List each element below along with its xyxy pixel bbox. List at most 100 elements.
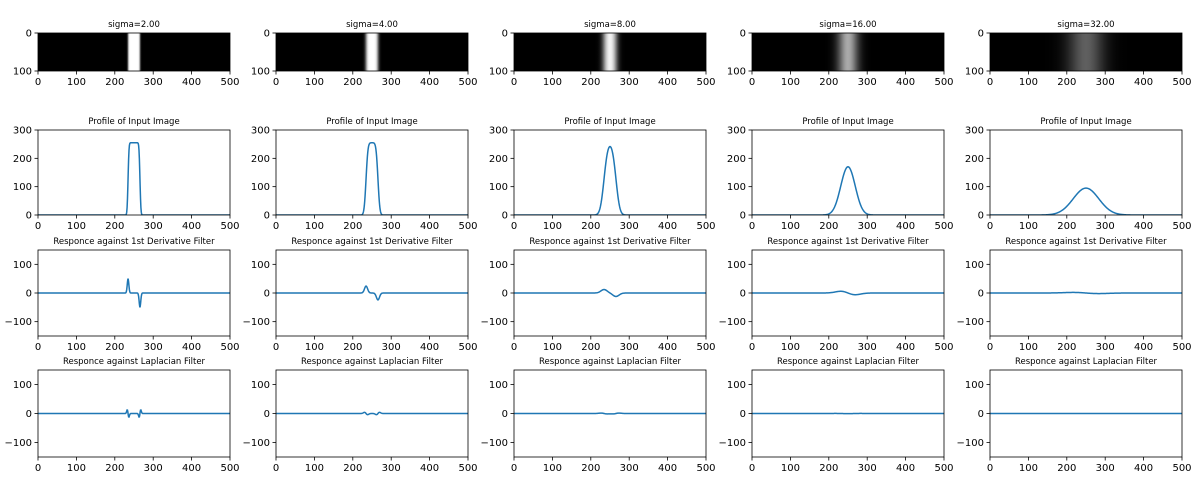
x-tick-label: 400 xyxy=(420,342,439,353)
y-tick-label: 100 xyxy=(251,260,270,271)
x-tick-label: 400 xyxy=(182,463,201,474)
x-tick-label: 200 xyxy=(1057,463,1076,474)
x-tick-label: 100 xyxy=(305,77,324,88)
x-tick-label: 400 xyxy=(1134,221,1153,232)
y-tick-label: 300 xyxy=(727,126,746,137)
y-tick-label: 100 xyxy=(727,260,746,271)
y-tick-label: 100 xyxy=(965,182,984,193)
panel-title: sigma=16.00 xyxy=(819,20,876,30)
x-tick-label: 0 xyxy=(511,77,517,88)
y-tick-label: 100 xyxy=(13,260,32,271)
y-tick-label: 0 xyxy=(502,409,508,420)
y-tick-label: 100 xyxy=(489,260,508,271)
y-tick-label: 100 xyxy=(489,67,508,78)
x-tick-label: 100 xyxy=(1019,342,1038,353)
y-tick-label: −100 xyxy=(957,438,984,449)
x-tick-label: 300 xyxy=(620,342,639,353)
blurred-image xyxy=(752,33,944,71)
axes-frame xyxy=(37,32,231,72)
y-tick-label: −100 xyxy=(5,438,32,449)
x-tick-label: 400 xyxy=(896,342,915,353)
y-tick-label: 0 xyxy=(264,409,270,420)
x-tick-label: 400 xyxy=(182,77,201,88)
y-tick-label: −100 xyxy=(481,317,508,328)
panel-title: Responce against Laplacian Filter xyxy=(63,357,206,367)
y-tick-label: 0 xyxy=(502,289,508,300)
y-tick-label: 300 xyxy=(965,126,984,137)
x-tick-label: 100 xyxy=(67,221,86,232)
x-tick-label: 300 xyxy=(620,463,639,474)
series-line xyxy=(514,412,706,415)
x-tick-label: 400 xyxy=(420,77,439,88)
series-line xyxy=(276,141,468,215)
x-tick-label: 400 xyxy=(658,342,677,353)
y-tick-label: 0 xyxy=(978,409,984,420)
y-tick-label: −100 xyxy=(481,438,508,449)
x-tick-label: 0 xyxy=(511,342,517,353)
x-tick-label: 400 xyxy=(420,463,439,474)
panel-title: Responce against Laplacian Filter xyxy=(1015,357,1158,367)
y-tick-label: 300 xyxy=(489,126,508,137)
x-tick-label: 300 xyxy=(620,77,639,88)
axes-frame xyxy=(275,129,469,216)
panel-r2-c2: Responce against 1st Derivative Filter 0 1… xyxy=(481,237,716,353)
x-tick-label: 200 xyxy=(819,342,838,353)
y-tick-label: 200 xyxy=(965,154,984,165)
x-tick-label: 300 xyxy=(858,342,877,353)
x-tick-label: 100 xyxy=(1019,463,1038,474)
x-tick-label: 0 xyxy=(987,221,993,232)
y-tick-label: 0 xyxy=(26,289,32,300)
series-line xyxy=(514,288,706,298)
axes-frame xyxy=(37,369,231,458)
x-tick-label: 500 xyxy=(458,77,477,88)
x-tick-label: 200 xyxy=(581,221,600,232)
x-tick-label: 200 xyxy=(819,221,838,232)
x-tick-label: 500 xyxy=(220,77,239,88)
panel-r3-c4: Responce against Laplacian Filter 0 100 200… xyxy=(957,357,1192,474)
axes-frame xyxy=(275,369,469,458)
x-tick-label: 0 xyxy=(273,342,279,353)
x-tick-label: 200 xyxy=(343,342,362,353)
x-tick-label: 0 xyxy=(35,221,41,232)
axes-frame xyxy=(513,32,707,72)
panel-title: Responce against 1st Derivative Filter xyxy=(53,237,215,247)
x-tick-label: 400 xyxy=(896,77,915,88)
blurred-image xyxy=(514,33,706,71)
panel-title: Profile of Input Image xyxy=(802,117,893,127)
x-tick-label: 300 xyxy=(144,77,163,88)
x-tick-label: 300 xyxy=(144,463,163,474)
blurred-image xyxy=(990,33,1182,71)
y-tick-label: 100 xyxy=(13,67,32,78)
x-tick-label: 400 xyxy=(896,463,915,474)
blurred-image xyxy=(38,33,230,71)
x-tick-label: 0 xyxy=(35,77,41,88)
y-tick-label: 200 xyxy=(13,154,32,165)
panel-title: Profile of Input Image xyxy=(564,117,655,127)
axes-frame xyxy=(275,249,469,337)
x-tick-label: 100 xyxy=(543,342,562,353)
panel-title: sigma=8.00 xyxy=(584,20,636,30)
series-line xyxy=(276,285,468,301)
x-tick-label: 100 xyxy=(67,342,86,353)
y-tick-label: 0 xyxy=(26,409,32,420)
x-tick-label: 200 xyxy=(581,463,600,474)
y-tick-label: 100 xyxy=(965,67,984,78)
axes-frame xyxy=(751,249,945,337)
y-tick-label: 0 xyxy=(264,29,270,40)
panel-r2-c1: Responce against 1st Derivative Filter 0 1… xyxy=(243,237,478,353)
x-tick-label: 500 xyxy=(1172,77,1191,88)
x-tick-label: 500 xyxy=(696,221,715,232)
panel-r2-c4: Responce against 1st Derivative Filter 0 1… xyxy=(957,237,1192,353)
panel-r1-c3: Profile of Input Image 0 100 200 300 400 500 0 1… xyxy=(727,117,954,232)
axes-frame xyxy=(513,369,707,458)
x-tick-label: 0 xyxy=(35,342,41,353)
panel-title: sigma=32.00 xyxy=(1057,20,1114,30)
x-tick-label: 300 xyxy=(1096,463,1115,474)
x-tick-label: 400 xyxy=(1134,342,1153,353)
panel-title: Profile of Input Image xyxy=(88,117,179,127)
panel-r3-c2: Responce against Laplacian Filter 0 100 200… xyxy=(481,357,716,474)
axes-frame xyxy=(751,369,945,458)
